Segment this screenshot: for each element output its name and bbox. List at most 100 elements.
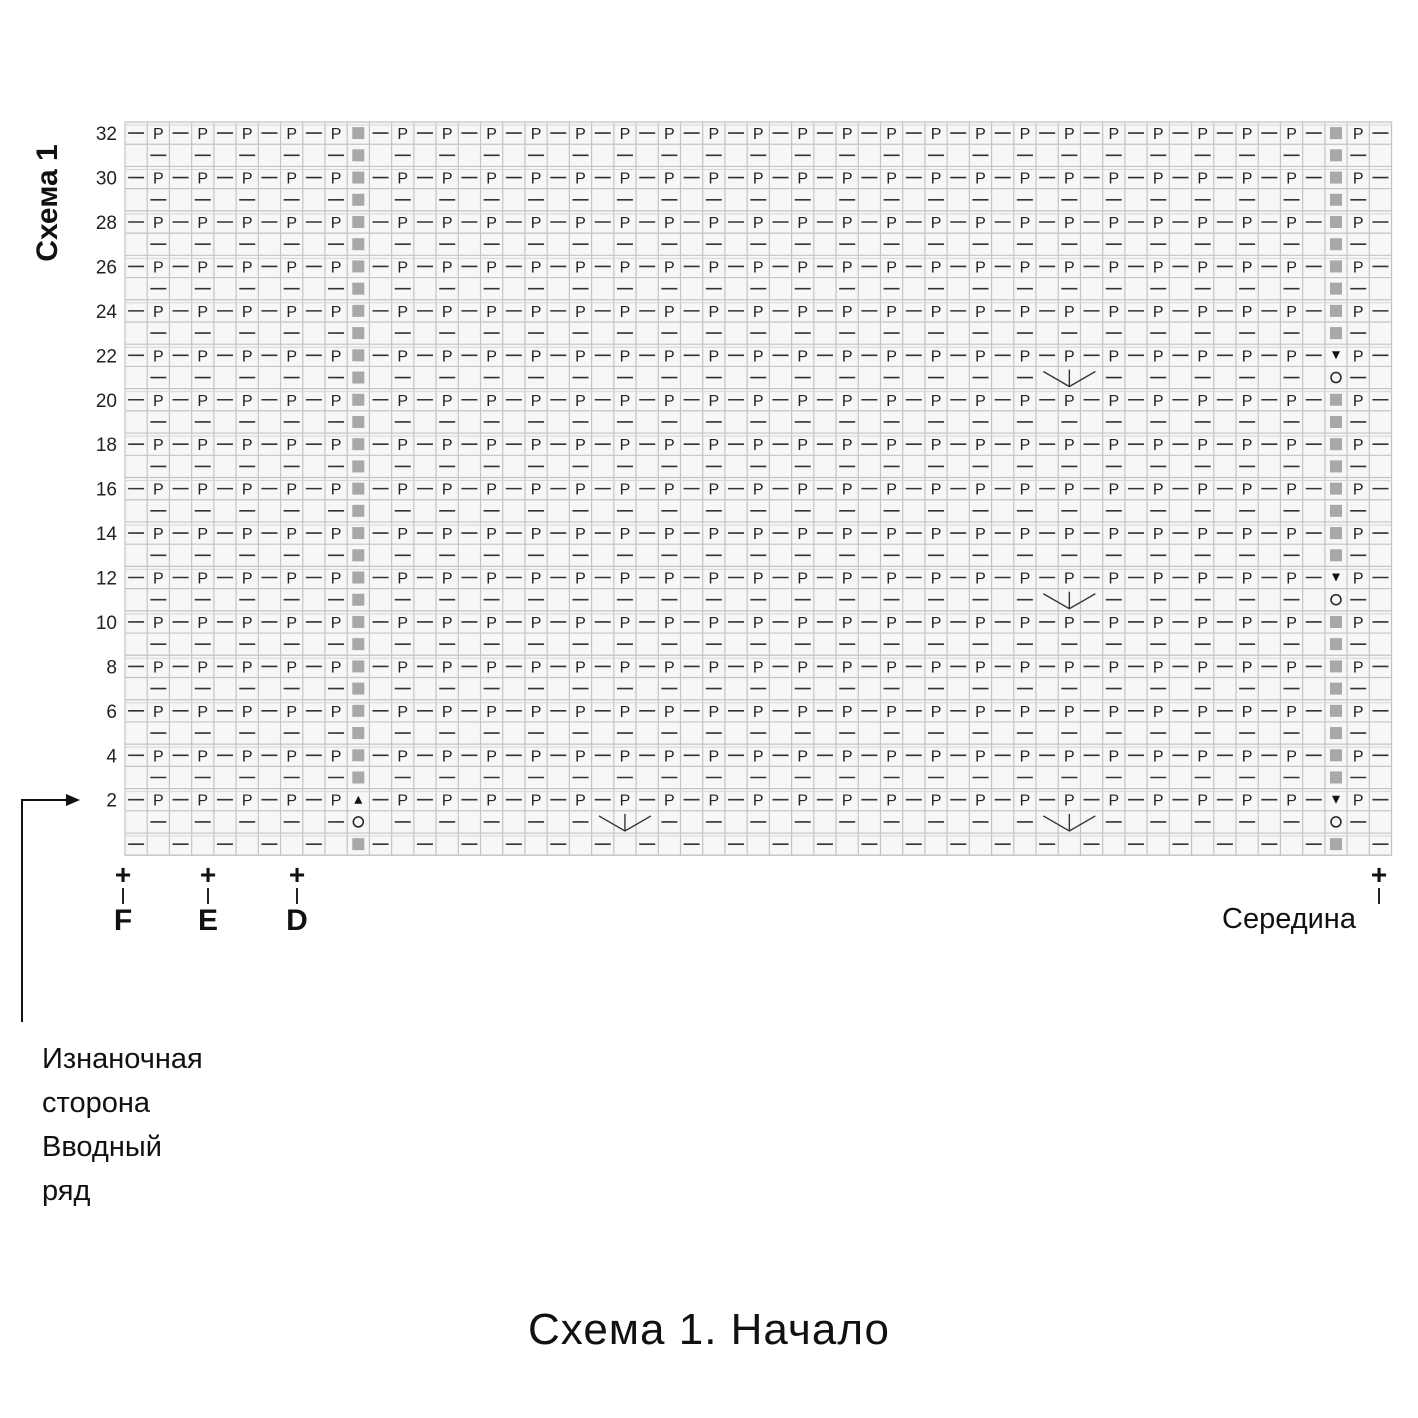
gray-no-stitch: [352, 260, 365, 273]
purl-stitch: P: [331, 215, 342, 232]
purl-stitch: P: [620, 171, 631, 188]
purl-stitch: P: [931, 304, 942, 321]
purl-stitch: P: [1286, 526, 1297, 543]
purl-stitch: P: [286, 793, 297, 810]
purl-stitch: P: [1197, 571, 1208, 588]
purl-stitch: P: [1108, 126, 1119, 143]
gray-no-stitch: [1329, 527, 1342, 540]
purl-stitch: P: [842, 615, 853, 632]
purl-stitch: P: [331, 126, 342, 143]
purl-stitch: P: [1242, 615, 1253, 632]
purl-stitch: P: [1020, 659, 1031, 676]
purl-stitch: P: [1108, 748, 1119, 765]
purl-stitch: P: [486, 793, 497, 810]
purl-stitch: P: [575, 615, 586, 632]
purl-stitch: P: [664, 259, 675, 276]
purl-stitch: P: [842, 704, 853, 721]
purl-stitch: P: [197, 526, 208, 543]
purl-stitch: P: [1242, 526, 1253, 543]
purl-stitch: P: [442, 793, 453, 810]
purl-stitch: P: [397, 571, 408, 588]
marker-middle: +: [1364, 861, 1394, 904]
purl-stitch: P: [1353, 748, 1364, 765]
row-label: 24: [96, 302, 118, 323]
purl-stitch: P: [620, 571, 631, 588]
chart-title: Схема 1: [31, 144, 64, 262]
purl-stitch: P: [1197, 482, 1208, 499]
arrow-line: [21, 799, 70, 1022]
gray-no-stitch: [352, 704, 365, 717]
purl-stitch: P: [797, 126, 808, 143]
purl-stitch: P: [708, 437, 719, 454]
purl-stitch: P: [242, 304, 253, 321]
purl-stitch: P: [331, 615, 342, 632]
purl-stitch: P: [197, 171, 208, 188]
purl-stitch: P: [331, 704, 342, 721]
purl-stitch: P: [1353, 704, 1364, 721]
gray-no-stitch: [1329, 838, 1342, 851]
purl-stitch: P: [931, 437, 942, 454]
purl-stitch: P: [486, 259, 497, 276]
purl-stitch: P: [531, 437, 542, 454]
purl-stitch: P: [197, 571, 208, 588]
purl-stitch: P: [486, 215, 497, 232]
note-line: ряд: [42, 1175, 91, 1207]
purl-stitch: P: [797, 659, 808, 676]
purl-stitch: P: [842, 171, 853, 188]
purl-stitch: P: [1353, 571, 1364, 588]
purl-stitch: P: [1353, 126, 1364, 143]
purl-stitch: P: [331, 793, 342, 810]
gray-no-stitch: [1329, 327, 1342, 340]
purl-stitch: P: [708, 482, 719, 499]
purl-stitch: P: [664, 304, 675, 321]
purl-stitch: P: [286, 126, 297, 143]
purl-stitch: P: [286, 704, 297, 721]
purl-stitch: P: [1286, 171, 1297, 188]
decrease-down-icon: [1331, 795, 1340, 804]
purl-stitch: P: [620, 793, 631, 810]
purl-stitch: P: [708, 259, 719, 276]
row-label: 20: [96, 391, 117, 412]
purl-stitch: P: [1153, 793, 1164, 810]
purl-stitch: P: [1108, 704, 1119, 721]
purl-stitch: P: [331, 259, 342, 276]
purl-stitch: P: [842, 793, 853, 810]
purl-stitch: P: [486, 704, 497, 721]
purl-stitch: P: [842, 393, 853, 410]
purl-stitch: P: [797, 304, 808, 321]
purl-stitch: P: [1153, 659, 1164, 676]
purl-stitch: P: [931, 259, 942, 276]
purl-stitch: P: [197, 704, 208, 721]
row-label: 28: [96, 213, 117, 234]
purl-stitch: P: [664, 215, 675, 232]
purl-stitch: P: [1064, 571, 1075, 588]
purl-stitch: P: [397, 171, 408, 188]
gray-no-stitch: [352, 149, 365, 162]
purl-stitch: P: [1153, 748, 1164, 765]
purl-stitch: P: [486, 171, 497, 188]
purl-stitch: P: [575, 126, 586, 143]
purl-stitch: P: [1353, 171, 1364, 188]
purl-stitch: P: [842, 437, 853, 454]
purl-stitch: P: [197, 748, 208, 765]
purl-stitch: P: [242, 571, 253, 588]
purl-stitch: P: [1020, 259, 1031, 276]
purl-stitch: P: [842, 126, 853, 143]
row-label: 2: [106, 791, 117, 812]
purl-stitch: P: [797, 793, 808, 810]
purl-stitch: P: [486, 348, 497, 365]
purl-stitch: P: [1242, 704, 1253, 721]
purl-stitch: P: [708, 348, 719, 365]
purl-stitch: P: [242, 793, 253, 810]
purl-stitch: P: [331, 437, 342, 454]
purl-stitch: P: [1064, 748, 1075, 765]
gray-no-stitch: [352, 527, 365, 540]
purl-stitch: P: [397, 615, 408, 632]
purl-stitch: P: [931, 215, 942, 232]
row-label: 22: [96, 346, 117, 367]
purl-stitch: P: [1064, 615, 1075, 632]
purl-stitch: P: [1197, 348, 1208, 365]
purl-stitch: P: [486, 393, 497, 410]
purl-stitch: P: [975, 526, 986, 543]
